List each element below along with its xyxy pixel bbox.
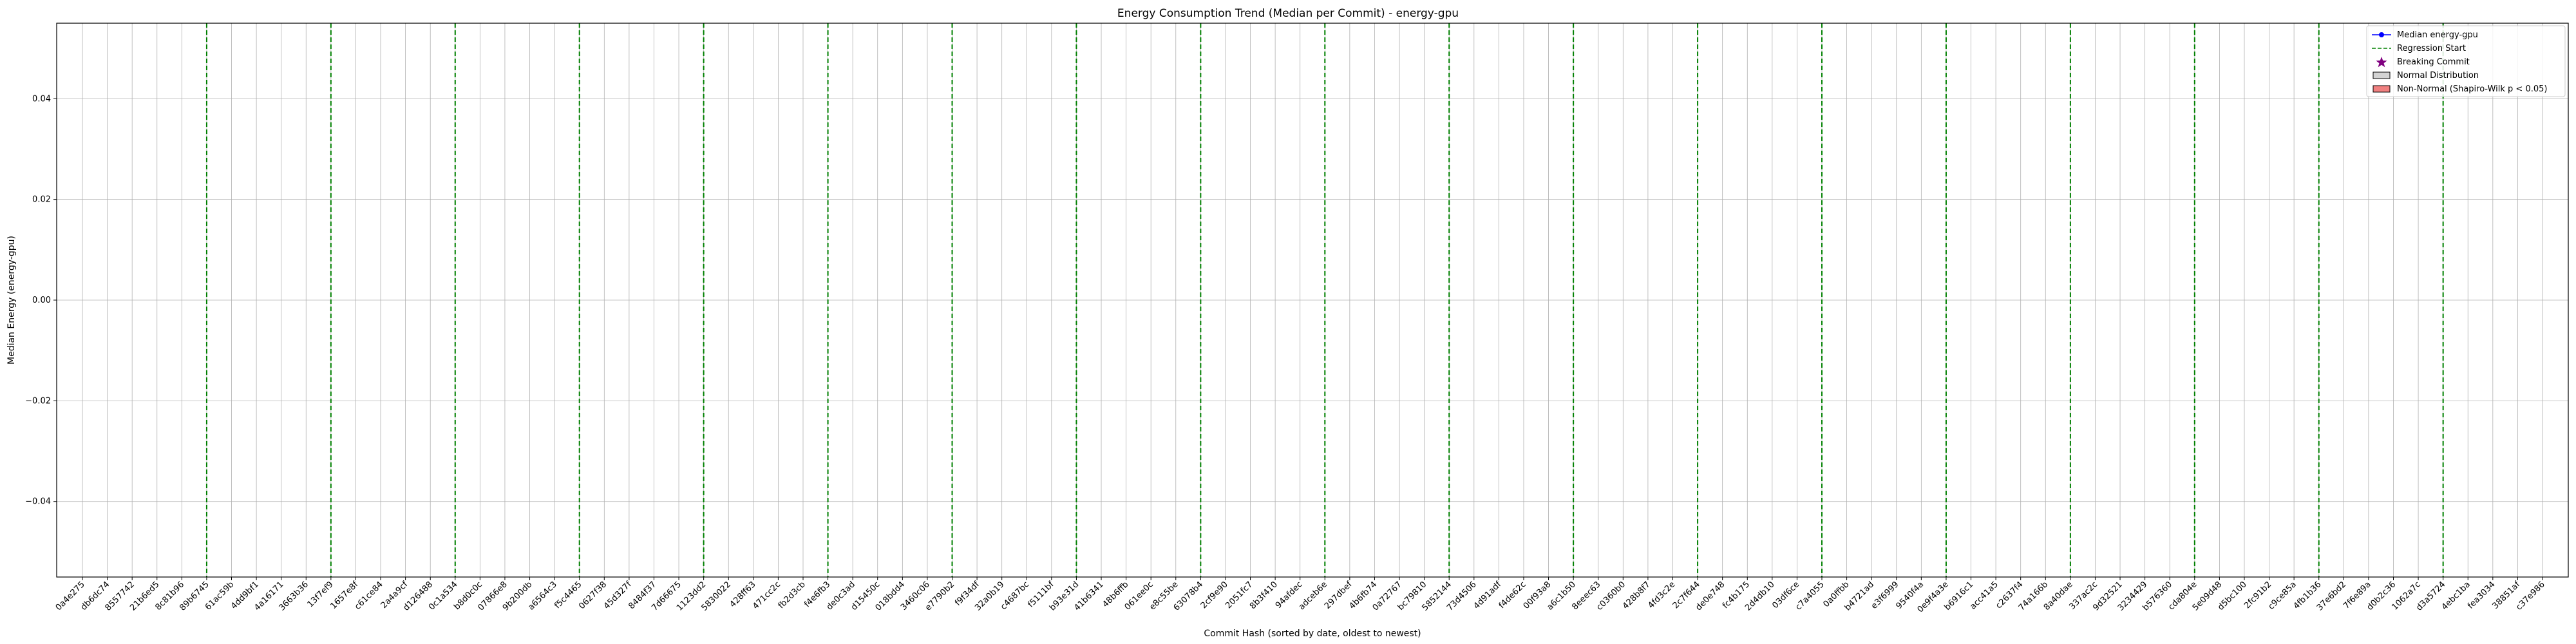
legend-star-icon xyxy=(2376,57,2387,68)
legend-entry-breaking: Breaking Commit xyxy=(2376,57,2470,68)
x-tick-label: fb2d3cb xyxy=(777,580,808,611)
legend-normal-swatch-icon xyxy=(2372,71,2391,79)
legend-label-non-normal: Non-Normal (Shapiro-Wilk p < 0.05) xyxy=(2397,84,2547,94)
x-tick-label: 471cc2c xyxy=(751,580,782,611)
regression-start-lines xyxy=(205,23,2444,577)
legend-entry-median: Median energy-gpu xyxy=(2372,30,2478,40)
x-axis-label: Commit Hash (sorted by date, oldest to n… xyxy=(1204,629,1421,639)
chart-title: Energy Consumption Trend (Median per Com… xyxy=(1117,7,1459,20)
legend-box xyxy=(2366,25,2566,97)
x-axis-ticks: 0a4e275db6dc74855774221b6ed58c81b9689b67… xyxy=(54,577,2547,614)
y-tick-label: −0.04 xyxy=(25,497,51,507)
legend-label-regression: Regression Start xyxy=(2397,44,2466,53)
y-axis-ticks: −0.04 −0.02 0.00 0.02 0.04 xyxy=(25,94,57,507)
y-axis-label: Median Energy (energy-gpu) xyxy=(6,236,17,365)
y-tick-label: −0.02 xyxy=(25,396,51,406)
y-tick-label: 0.02 xyxy=(32,195,51,205)
legend-label-median: Median energy-gpu xyxy=(2397,30,2478,40)
grid-lines xyxy=(57,23,2568,577)
y-tick-label: 0.04 xyxy=(32,94,51,104)
legend-entry-regression: Regression Start xyxy=(2372,44,2466,53)
legend-non-normal-swatch-icon xyxy=(2372,85,2391,93)
x-tick-label: 8b3f410 xyxy=(1248,580,1280,611)
legend: Median energy-gpu Regression Start Break… xyxy=(2366,25,2566,97)
legend-label-breaking: Breaking Commit xyxy=(2397,57,2470,67)
y-tick-label: 0.00 xyxy=(32,296,51,305)
legend-entry-non-normal: Non-Normal (Shapiro-Wilk p < 0.05) xyxy=(2372,84,2547,94)
x-tick-label: 428b8f7 xyxy=(1621,580,1653,611)
x-tick-label: 4d91adf xyxy=(1472,580,1504,611)
legend-label-normal: Normal Distribution xyxy=(2397,71,2479,80)
legend-median-marker-icon xyxy=(2379,32,2384,37)
legend-entry-normal: Normal Distribution xyxy=(2372,71,2479,80)
